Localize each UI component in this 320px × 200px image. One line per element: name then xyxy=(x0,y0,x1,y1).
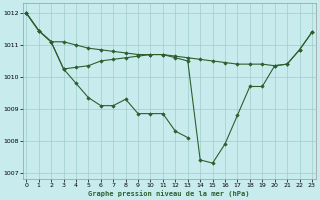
X-axis label: Graphe pression niveau de la mer (hPa): Graphe pression niveau de la mer (hPa) xyxy=(88,190,250,197)
